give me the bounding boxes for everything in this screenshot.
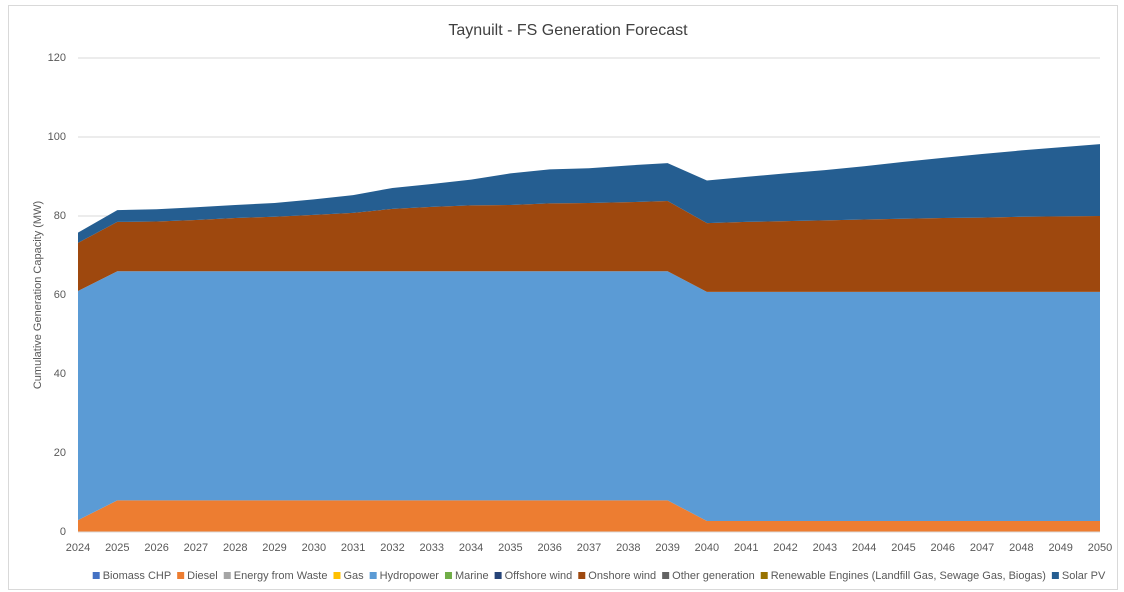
x-tick-label: 2049 [1048,542,1072,554]
legend-swatch [662,572,670,579]
x-tick-label: 2038 [616,542,640,554]
x-tick-label: 2029 [262,542,286,554]
y-tick-label: 20 [54,447,66,459]
legend-label: Offshore wind [505,570,573,582]
legend-swatch [92,572,100,579]
legend-swatch [1051,572,1059,579]
x-tick-label: 2031 [341,542,365,554]
legend-label: Diesel [187,570,218,582]
y-tick-label: 100 [48,131,66,143]
x-tick-label: 2027 [184,542,208,554]
legend-swatch [369,572,377,579]
x-tick-label: 2039 [655,542,679,554]
legend-label: Energy from Waste [234,570,328,582]
x-tick-label: 2030 [302,542,326,554]
x-tick-label: 2050 [1088,542,1112,554]
y-tick-label: 120 [48,52,66,64]
legend-label: Other generation [672,570,755,582]
x-tick-label: 2025 [105,542,129,554]
legend-swatch [223,572,231,579]
area [78,200,1100,292]
legend-label: Marine [455,570,489,582]
x-tick-label: 2040 [695,542,719,554]
legend-swatch [760,572,768,579]
x-tick-label: 2026 [144,542,168,554]
x-tick-label: 2041 [734,542,758,554]
legend-label: Gas [343,570,364,582]
chart-title: Taynuilt - FS Generation Forecast [448,22,688,39]
x-tick-label: 2046 [931,542,955,554]
y-tick-label: 60 [54,289,66,301]
x-tick-label: 2048 [1009,542,1033,554]
legend-label: Onshore wind [588,570,656,582]
x-tick-label: 2042 [773,542,797,554]
y-tick-label: 80 [54,210,66,222]
x-tick-label: 2037 [577,542,601,554]
x-tick-label: 2024 [66,542,90,554]
legend-label: Biomass CHP [103,570,171,582]
legend-label: Solar PV [1062,570,1106,582]
legend-swatch [177,572,185,579]
x-tick-label: 2036 [537,542,561,554]
y-axis-label: Cumulative Generation Capacity (MW) [32,201,44,389]
x-tick-label: 2033 [420,542,444,554]
legend-swatch [444,572,452,579]
x-tick-label: 2044 [852,542,876,554]
legend-label: Renewable Engines (Landfill Gas, Sewage … [771,570,1046,582]
x-tick-label: 2045 [891,542,915,554]
x-tick-label: 2035 [498,542,522,554]
y-tick-label: 40 [54,368,66,380]
legend-label: Hydropower [380,570,440,582]
x-tick-label: 2034 [459,542,483,554]
x-tick-label: 2028 [223,542,247,554]
area [78,144,1100,243]
x-tick-label: 2043 [813,542,837,554]
legend-swatch [578,572,586,579]
legend-swatch [333,572,341,579]
x-tick-label: 2032 [380,542,404,554]
area [78,271,1100,521]
x-tick-label: 2047 [970,542,994,554]
area [78,500,1100,532]
legend-swatch [494,572,502,579]
y-tick-label: 0 [60,526,66,538]
